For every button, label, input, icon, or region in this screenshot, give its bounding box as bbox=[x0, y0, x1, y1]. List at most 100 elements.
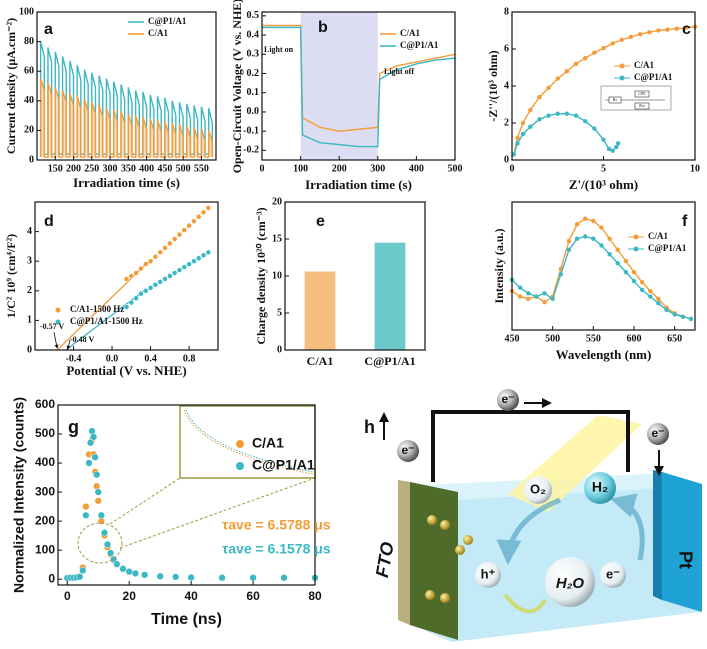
marker bbox=[665, 27, 670, 32]
marker bbox=[566, 247, 572, 253]
x-tick-label: 550 bbox=[586, 333, 601, 344]
series-line bbox=[262, 26, 456, 148]
marker bbox=[573, 61, 579, 66]
y-axis-label: 1/C² 10⁹ (cm⁴/F²) bbox=[4, 234, 18, 318]
x-tick-label: 80 bbox=[308, 589, 322, 603]
point bbox=[94, 497, 102, 505]
x-tick-label: 400 bbox=[139, 163, 154, 174]
marker bbox=[615, 247, 620, 253]
y-tick-label: 20 bbox=[24, 125, 34, 136]
x-tick-label: 300 bbox=[370, 163, 385, 174]
marker bbox=[517, 294, 523, 299]
point bbox=[176, 267, 183, 273]
marker bbox=[615, 261, 620, 266]
hole-sphere bbox=[475, 562, 501, 588]
legend-swatch bbox=[236, 440, 244, 448]
annotation: τave = 6.5788 μs bbox=[222, 517, 331, 533]
x-tick-label: -0.4 bbox=[66, 353, 82, 364]
marker bbox=[583, 56, 588, 61]
point bbox=[200, 209, 207, 216]
annotation-arrow bbox=[66, 339, 71, 350]
marker bbox=[619, 37, 624, 42]
legend-swatch bbox=[619, 63, 625, 69]
panel-label: e bbox=[316, 213, 325, 230]
point bbox=[138, 265, 144, 272]
point bbox=[162, 245, 168, 251]
point bbox=[157, 279, 163, 285]
point bbox=[141, 571, 149, 579]
point bbox=[162, 276, 168, 282]
x-tick-label: 350 bbox=[121, 163, 136, 174]
y-tick-label: 200 bbox=[35, 513, 55, 527]
x-tick-label: 150 bbox=[48, 163, 63, 174]
marker bbox=[647, 30, 652, 35]
plot-frame bbox=[261, 11, 456, 161]
x-axis-label: Irradiation time (s) bbox=[305, 177, 412, 192]
circuit-element bbox=[608, 96, 622, 104]
y-tick-label: 100 bbox=[35, 542, 55, 556]
marker bbox=[607, 236, 612, 241]
series-line bbox=[39, 78, 214, 158]
panel-label: h bbox=[364, 417, 375, 437]
y-tick-label: 4 bbox=[504, 80, 509, 91]
x-tick-label: 0 bbox=[260, 163, 265, 174]
point bbox=[89, 433, 98, 441]
x-tick-label: 5 bbox=[601, 163, 606, 174]
circuit-label: CPE bbox=[638, 91, 646, 96]
circuit-label: Rs bbox=[613, 97, 618, 102]
y-axis-label: Current density (μA.cm⁻²) bbox=[4, 18, 18, 154]
marker bbox=[599, 243, 604, 248]
marker bbox=[550, 296, 555, 302]
y-tick-label: 0.4 bbox=[247, 29, 260, 40]
particle bbox=[427, 515, 437, 525]
legend-label: C/A1 bbox=[148, 28, 168, 38]
electron-label: e⁻ bbox=[501, 392, 514, 406]
marker bbox=[592, 50, 597, 55]
legend-label: C/A1 bbox=[648, 231, 668, 241]
point bbox=[128, 299, 135, 306]
point bbox=[133, 270, 139, 276]
point bbox=[186, 261, 192, 267]
y-tick-label: 20 bbox=[272, 196, 282, 207]
circuit-element bbox=[634, 90, 650, 98]
series-line bbox=[513, 26, 696, 155]
annotation-arrow bbox=[53, 331, 59, 349]
particle bbox=[463, 535, 473, 545]
fto-edge bbox=[398, 480, 410, 625]
marker bbox=[583, 216, 588, 221]
point bbox=[200, 252, 207, 259]
x-tick-label: 0 bbox=[510, 163, 515, 174]
marker bbox=[656, 28, 661, 33]
x-tick-label: 20 bbox=[123, 589, 137, 603]
x-tick-label: 40 bbox=[184, 589, 198, 603]
circuit-label: Rct bbox=[639, 103, 645, 108]
legend-swatch bbox=[633, 246, 639, 252]
marker bbox=[672, 312, 677, 317]
panel-label: b bbox=[318, 19, 328, 36]
point bbox=[119, 565, 127, 573]
marker bbox=[648, 294, 653, 299]
point bbox=[181, 264, 188, 270]
pt-edge bbox=[653, 470, 662, 600]
y-tick-label: 600 bbox=[35, 397, 55, 411]
inset-curve bbox=[183, 409, 314, 475]
x-tick-label: 0 bbox=[64, 589, 71, 603]
x-tick-label: 0.4 bbox=[144, 353, 157, 364]
y-tick-label: 5 bbox=[277, 307, 282, 318]
x-tick-label: 500 bbox=[545, 333, 560, 344]
y-tick-label: 0 bbox=[504, 154, 509, 165]
electron-sphere bbox=[497, 389, 519, 411]
x-tick-label: 250 bbox=[84, 163, 99, 174]
legend-label: C@P1/A1 bbox=[252, 457, 315, 473]
x-tick-label: 0.8 bbox=[183, 353, 196, 364]
h2-sphere bbox=[584, 472, 616, 504]
point bbox=[157, 249, 163, 256]
point bbox=[138, 291, 144, 297]
point bbox=[167, 240, 173, 247]
x-tick-label: 550 bbox=[194, 163, 209, 174]
panel-label: g bbox=[68, 417, 79, 437]
marker bbox=[680, 314, 685, 319]
point bbox=[143, 261, 149, 267]
electron-label: e⁻ bbox=[401, 443, 414, 457]
zoom-ellipse bbox=[77, 522, 123, 564]
